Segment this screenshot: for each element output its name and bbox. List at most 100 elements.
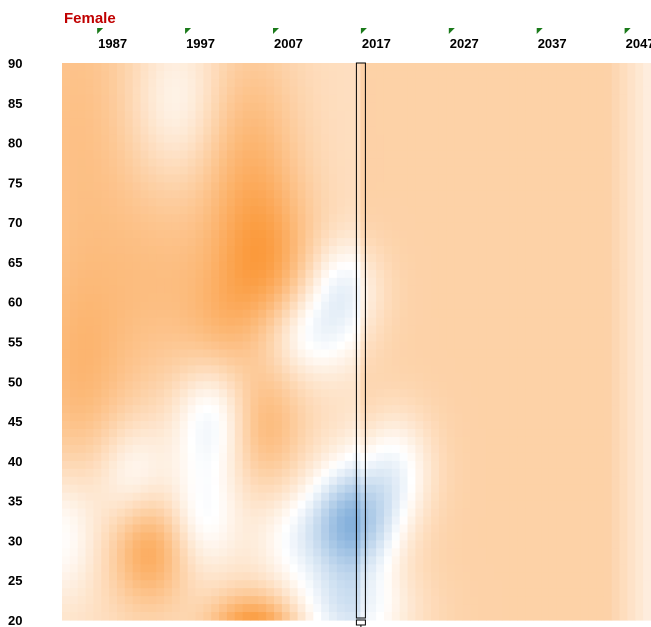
heatmap-cell bbox=[195, 317, 204, 327]
heatmap-cell bbox=[313, 222, 322, 231]
heatmap-cell bbox=[219, 604, 228, 613]
heatmap-cell bbox=[611, 548, 621, 557]
heatmap-cell bbox=[109, 612, 118, 621]
heatmap-cell bbox=[258, 516, 267, 526]
heatmap-cell bbox=[423, 253, 432, 263]
heatmap-cell bbox=[85, 174, 95, 183]
heatmap-cell bbox=[179, 134, 189, 144]
heatmap-cell bbox=[588, 246, 597, 255]
heatmap-cell bbox=[148, 405, 157, 414]
heatmap-cell bbox=[297, 516, 307, 526]
heatmap-cell bbox=[226, 214, 236, 223]
heatmap-cell bbox=[234, 182, 244, 191]
heatmap-cell bbox=[572, 214, 581, 223]
heatmap-cell bbox=[140, 492, 149, 502]
heatmap-cell bbox=[109, 548, 118, 557]
heatmap-cell bbox=[203, 556, 212, 565]
heatmap-cell bbox=[548, 508, 558, 518]
heatmap-cell bbox=[266, 246, 275, 255]
heatmap-cell bbox=[509, 63, 519, 72]
heatmap-cell bbox=[619, 230, 629, 239]
heatmap-cell bbox=[250, 126, 259, 136]
heatmap-cell bbox=[399, 540, 409, 549]
heatmap-cell bbox=[517, 246, 526, 255]
heatmap-cell bbox=[219, 253, 228, 263]
heatmap-cell bbox=[517, 214, 526, 223]
heatmap-cell bbox=[77, 174, 87, 183]
heatmap-cell bbox=[281, 588, 291, 597]
heatmap-cell bbox=[274, 516, 283, 526]
heatmap-cell bbox=[289, 588, 299, 597]
heatmap-cell bbox=[399, 373, 409, 382]
heatmap-cell bbox=[242, 389, 252, 398]
heatmap-cell bbox=[383, 102, 393, 112]
heatmap-cell bbox=[454, 460, 464, 470]
heatmap-cell bbox=[470, 174, 479, 183]
heatmap-cell bbox=[195, 166, 204, 175]
heatmap-cell bbox=[321, 444, 330, 454]
heatmap-cell bbox=[383, 174, 393, 183]
heatmap-cell bbox=[242, 397, 252, 406]
heatmap-cell bbox=[148, 357, 157, 366]
heatmap-cell bbox=[438, 580, 448, 589]
heatmap-cell bbox=[171, 166, 181, 175]
heatmap-cell bbox=[124, 612, 134, 621]
heatmap-cell bbox=[116, 102, 126, 112]
heatmap-cell bbox=[124, 222, 134, 231]
heatmap-cell bbox=[525, 397, 534, 406]
heatmap-cell bbox=[564, 556, 574, 565]
heatmap-cell bbox=[234, 253, 244, 263]
heatmap-cell bbox=[77, 222, 87, 231]
heatmap-cell bbox=[556, 421, 566, 430]
heatmap-cell bbox=[321, 452, 330, 462]
heatmap-cell bbox=[242, 484, 252, 494]
heatmap-cell bbox=[234, 588, 244, 597]
heatmap-cell bbox=[486, 158, 495, 168]
heatmap-cell bbox=[501, 246, 511, 255]
heatmap-cell bbox=[219, 580, 228, 589]
heatmap-cell bbox=[203, 206, 212, 215]
heatmap-cell bbox=[219, 612, 228, 621]
heatmap-cell bbox=[329, 126, 338, 136]
heatmap-cell bbox=[305, 182, 314, 191]
heatmap-cell bbox=[368, 381, 377, 390]
heatmap-cell bbox=[85, 230, 95, 239]
heatmap-cell bbox=[274, 134, 283, 144]
heatmap-cell bbox=[274, 142, 283, 152]
heatmap-cell bbox=[383, 389, 393, 398]
heatmap-cell bbox=[580, 604, 589, 613]
heatmap-cell bbox=[329, 309, 338, 319]
heatmap-cell bbox=[588, 174, 597, 183]
heatmap-cell bbox=[478, 222, 487, 231]
heatmap-cell bbox=[258, 444, 267, 454]
heatmap-cell bbox=[556, 70, 566, 80]
heatmap-cell bbox=[187, 452, 197, 462]
heatmap-cell bbox=[391, 588, 401, 597]
heatmap-cell bbox=[493, 269, 503, 279]
heatmap-cell bbox=[517, 548, 526, 557]
heatmap-cell bbox=[242, 174, 252, 183]
heatmap-cell bbox=[93, 444, 102, 454]
heatmap-cell bbox=[62, 198, 71, 207]
heatmap-cell bbox=[486, 110, 495, 120]
heatmap-cell bbox=[462, 524, 471, 534]
heatmap-cell bbox=[124, 317, 134, 327]
heatmap-cell bbox=[368, 452, 377, 462]
heatmap-cell bbox=[219, 365, 228, 374]
heatmap-cell bbox=[62, 230, 71, 239]
heatmap-cell bbox=[226, 476, 236, 486]
heatmap-cell bbox=[156, 206, 165, 215]
heatmap-cell bbox=[219, 63, 228, 72]
heatmap-cell bbox=[438, 293, 448, 303]
heatmap-cell bbox=[321, 397, 330, 406]
heatmap-cell bbox=[368, 508, 377, 518]
heatmap-cell bbox=[195, 397, 204, 406]
heatmap-cell bbox=[501, 357, 511, 366]
heatmap-cell bbox=[187, 397, 197, 406]
heatmap-cell bbox=[62, 317, 71, 327]
heatmap-cell bbox=[69, 436, 79, 446]
heatmap-cell bbox=[603, 94, 613, 104]
heatmap-cell bbox=[62, 588, 71, 597]
heatmap-cell bbox=[258, 102, 267, 112]
heatmap-cell bbox=[156, 596, 165, 605]
